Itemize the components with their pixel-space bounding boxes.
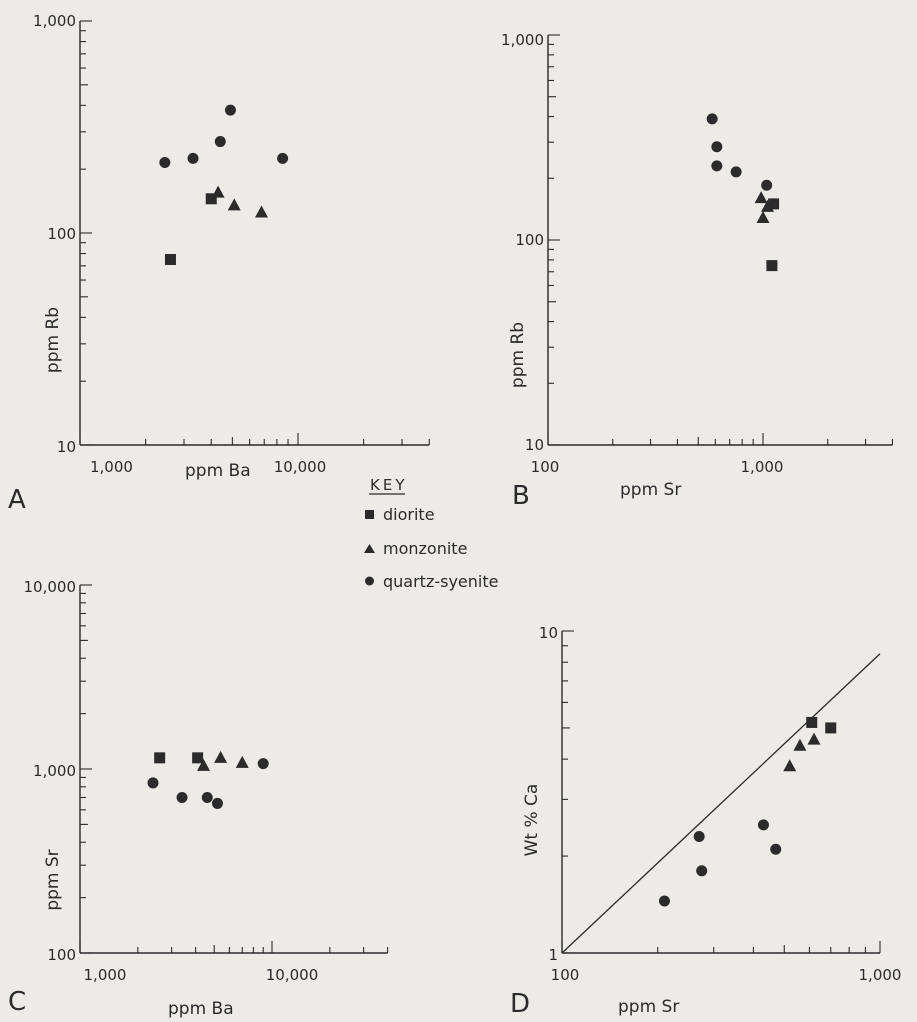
y-axis-title: ppm Sr — [43, 849, 63, 910]
point-quartz-syenite — [711, 160, 723, 172]
y-tick-label: 1 — [548, 946, 558, 964]
panel-letter: C — [8, 987, 26, 1017]
point-quartz-syenite — [693, 831, 705, 843]
panel-letter: D — [510, 989, 530, 1019]
x-tick-label: 1,000 — [90, 458, 133, 476]
point-monzonite — [754, 191, 768, 204]
x-tick-label: 10,000 — [274, 458, 327, 476]
x-tick-label: 1,000 — [84, 966, 127, 984]
x-tick-label: 10,000 — [266, 966, 319, 984]
point-quartz-syenite — [706, 113, 718, 125]
point-diorite — [154, 752, 166, 764]
y-tick-label: 100 — [47, 225, 76, 243]
point-quartz-syenite — [277, 152, 289, 164]
point-diorite — [825, 722, 837, 734]
y-tick-label: 10 — [539, 624, 558, 642]
panel-letter: B — [512, 481, 530, 511]
point-quartz-syenite — [201, 792, 213, 804]
point-monzonite — [807, 732, 821, 745]
point-monzonite — [756, 211, 770, 224]
point-quartz-syenite — [224, 104, 236, 116]
legend-title: KEY — [370, 476, 407, 494]
point-monzonite — [214, 750, 228, 763]
point-quartz-syenite — [159, 157, 171, 169]
x-tick-label: 100 — [531, 458, 560, 476]
legend-label-quartz-syenite: quartz-syenite — [383, 572, 498, 591]
point-diorite — [766, 260, 778, 272]
x-axis-title: ppm Sr — [618, 997, 679, 1017]
point-quartz-syenite — [176, 792, 188, 804]
x-axis-title: ppm Ba — [168, 999, 234, 1019]
point-monzonite — [211, 185, 225, 198]
point-monzonite — [227, 198, 241, 211]
y-tick-label: 1,000 — [33, 12, 76, 30]
point-quartz-syenite — [187, 152, 199, 164]
x-tick-label: 100 — [551, 966, 580, 984]
y-tick-label: 10 — [57, 438, 76, 456]
legend-marker-diorite — [365, 510, 374, 519]
point-monzonite — [197, 758, 211, 771]
point-diorite — [192, 752, 204, 764]
point-quartz-syenite — [214, 136, 226, 148]
point-monzonite — [783, 759, 797, 772]
y-axis-title: Wt % Ca — [522, 784, 542, 857]
y-tick-label: 100 — [515, 231, 544, 249]
point-quartz-syenite — [211, 797, 223, 809]
point-monzonite — [793, 738, 807, 751]
legend-label-monzonite: monzonite — [383, 539, 467, 558]
panel-c: 1,000 10,000 100 1,000 10,000 ppm Ba ppm Sr C — [8, 578, 389, 1019]
x-axis-title: ppm Sr — [620, 480, 681, 500]
point-quartz-syenite — [757, 819, 769, 831]
point-quartz-syenite — [658, 895, 670, 907]
y-tick-label: 1,000 — [33, 762, 76, 780]
point-quartz-syenite — [761, 179, 773, 191]
point-diorite — [164, 253, 176, 265]
x-tick-label: 1,000 — [741, 458, 784, 476]
point-quartz-syenite — [711, 141, 723, 153]
point-quartz-syenite — [147, 777, 159, 789]
reference-line — [561, 653, 881, 954]
point-quartz-syenite — [770, 843, 782, 855]
point-monzonite — [761, 199, 775, 212]
point-quartz-syenite — [257, 758, 269, 770]
y-tick-label: 100 — [47, 946, 76, 964]
legend-label-diorite: diorite — [383, 505, 435, 524]
legend-marker-quartz-syenite — [365, 576, 374, 586]
legend: KEY diorite monzonite quartz-syenite — [364, 476, 498, 591]
point-diorite — [768, 198, 780, 210]
point-monzonite — [254, 205, 268, 218]
x-axis-title: ppm Ba — [185, 461, 251, 481]
point-quartz-syenite — [730, 166, 742, 178]
panel-b: 100 1,000 10 100 1,000 ppm Sr ppm Rb B — [501, 31, 893, 511]
y-axis-title: ppm Rb — [508, 322, 528, 388]
legend-marker-monzonite — [364, 544, 375, 553]
point-diorite — [806, 716, 818, 728]
y-tick-label: 10 — [525, 436, 544, 454]
panel-a: 1,000 10,000 10 100 1,000 ppm Ba ppm Rb A — [8, 12, 430, 515]
panel-letter: A — [8, 485, 26, 515]
y-axis-title: ppm Rb — [43, 307, 63, 373]
point-monzonite — [235, 755, 249, 768]
x-tick-label: 1,000 — [859, 966, 902, 984]
point-quartz-syenite — [696, 865, 708, 877]
y-tick-label: 1,000 — [501, 31, 544, 49]
panel-d: 100 1,000 1 10 ppm Sr Wt % Ca D — [510, 624, 901, 1019]
y-tick-label: 10,000 — [24, 578, 77, 596]
point-diorite — [205, 193, 217, 205]
